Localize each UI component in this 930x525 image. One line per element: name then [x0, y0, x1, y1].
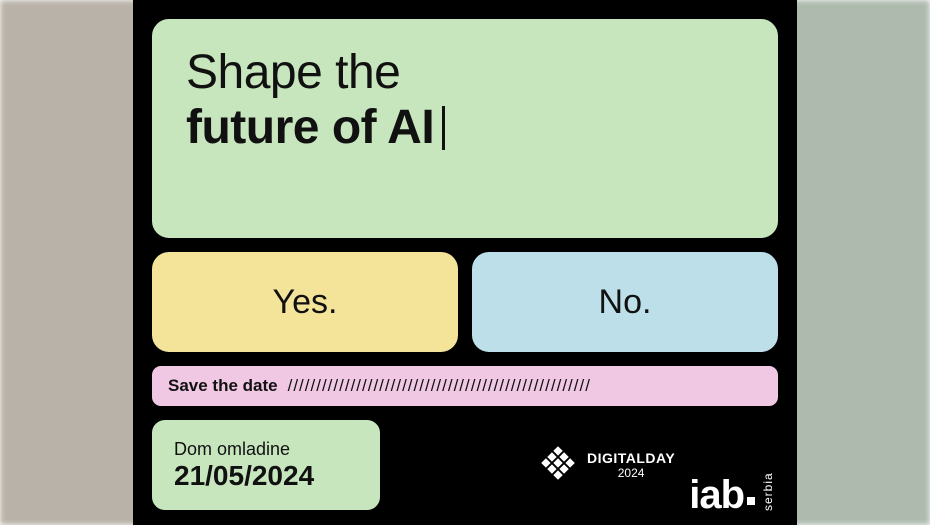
- event-date: 21/05/2024: [174, 460, 358, 492]
- yes-label: Yes.: [273, 283, 338, 322]
- diamond-grid-icon: [539, 446, 577, 484]
- footer-row: Dom omladine 21/05/2024 DIGITALD: [151, 419, 779, 511]
- iab-brand-text: iab: [689, 479, 744, 511]
- iab-dot-icon: [747, 497, 755, 505]
- text-cursor-icon: [442, 106, 445, 150]
- yes-button[interactable]: Yes.: [151, 251, 459, 353]
- save-the-date-banner: Save the date //////////////////////////…: [151, 365, 779, 407]
- digitalday-text: DIGITALDAY 2024: [587, 451, 675, 479]
- iab-logo: iab serbia: [689, 419, 779, 511]
- headline-line-1: Shape the: [186, 45, 744, 100]
- bg-stripe: [775, 0, 930, 525]
- headline-line-2-text: future of AI: [186, 100, 434, 155]
- headline-line-2: future of AI: [186, 100, 744, 155]
- promo-card: Shape the future of AI Yes. No. Save the…: [133, 0, 797, 525]
- date-box: Dom omladine 21/05/2024: [151, 419, 381, 511]
- choice-row: Yes. No.: [151, 251, 779, 353]
- no-label: No.: [599, 283, 652, 322]
- no-button[interactable]: No.: [471, 251, 779, 353]
- venue-label: Dom omladine: [174, 439, 358, 460]
- banner-label: Save the date: [168, 376, 278, 396]
- banner-slashes: ////////////////////////////////////////…: [288, 376, 591, 396]
- spacer: [395, 419, 525, 511]
- headline-panel: Shape the future of AI: [151, 18, 779, 239]
- digitalday-year: 2024: [587, 467, 675, 479]
- digitalday-title: DIGITALDAY: [587, 451, 675, 465]
- iab-region-text: serbia: [761, 419, 775, 511]
- digitalday-logo: DIGITALDAY 2024: [539, 419, 675, 511]
- bg-stripe: [0, 0, 155, 525]
